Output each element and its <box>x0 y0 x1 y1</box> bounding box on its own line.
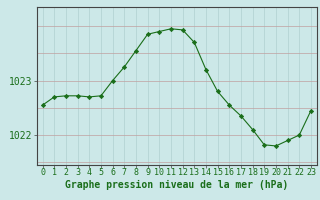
X-axis label: Graphe pression niveau de la mer (hPa): Graphe pression niveau de la mer (hPa) <box>65 180 288 190</box>
